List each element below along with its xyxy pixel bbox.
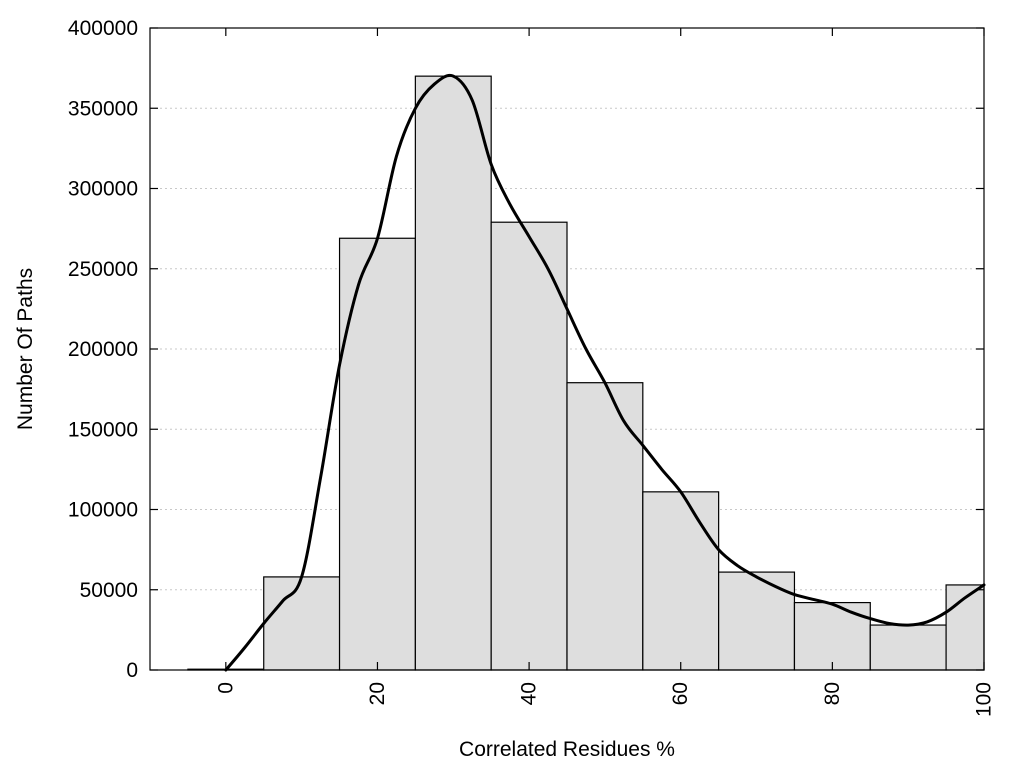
y-tick-label-6: 300000	[68, 178, 138, 201]
y-tick-label-4: 200000	[68, 338, 138, 361]
y-tick-label-8: 400000	[68, 17, 138, 40]
x-tick-label-3: 60	[669, 682, 692, 705]
histogram-bar-5	[566, 382, 644, 671]
y-tick-label-2: 100000	[68, 499, 138, 522]
histogram-bar-6	[642, 491, 720, 671]
density-curve-layer	[224, 73, 986, 672]
axis-ticks: 0 50000 100000 150000 200000 250000 300000 3500…	[68, 17, 996, 717]
histogram-bar-7	[718, 571, 796, 671]
y-tick-label-1: 50000	[80, 579, 138, 602]
x-tick-label-5: 100	[973, 682, 996, 717]
x-tick-label-2: 40	[518, 682, 541, 705]
histogram-bar-2	[338, 237, 416, 671]
y-tick-label-7: 350000	[68, 97, 138, 120]
histogram-bars	[187, 75, 985, 671]
x-axis-label: Correlated Residues %	[459, 738, 675, 761]
x-tick-label-1: 20	[366, 682, 389, 705]
y-axis-label: Number Of Paths	[14, 268, 37, 430]
histogram-bar-4	[490, 221, 568, 671]
density-curve	[224, 73, 986, 672]
y-tick-label-0: 0	[126, 659, 138, 682]
y-tick-label-3: 150000	[68, 418, 138, 441]
histogram-bar-9	[869, 624, 947, 671]
histogram-bar-8	[793, 601, 871, 671]
histogram-bar-10	[945, 584, 985, 671]
x-tick-label-0: 0	[214, 682, 237, 694]
y-tick-label-5: 250000	[68, 258, 138, 281]
x-tick-label-4: 80	[821, 682, 844, 705]
histogram-bar-3	[414, 75, 492, 671]
histogram-bar-1	[263, 576, 341, 671]
